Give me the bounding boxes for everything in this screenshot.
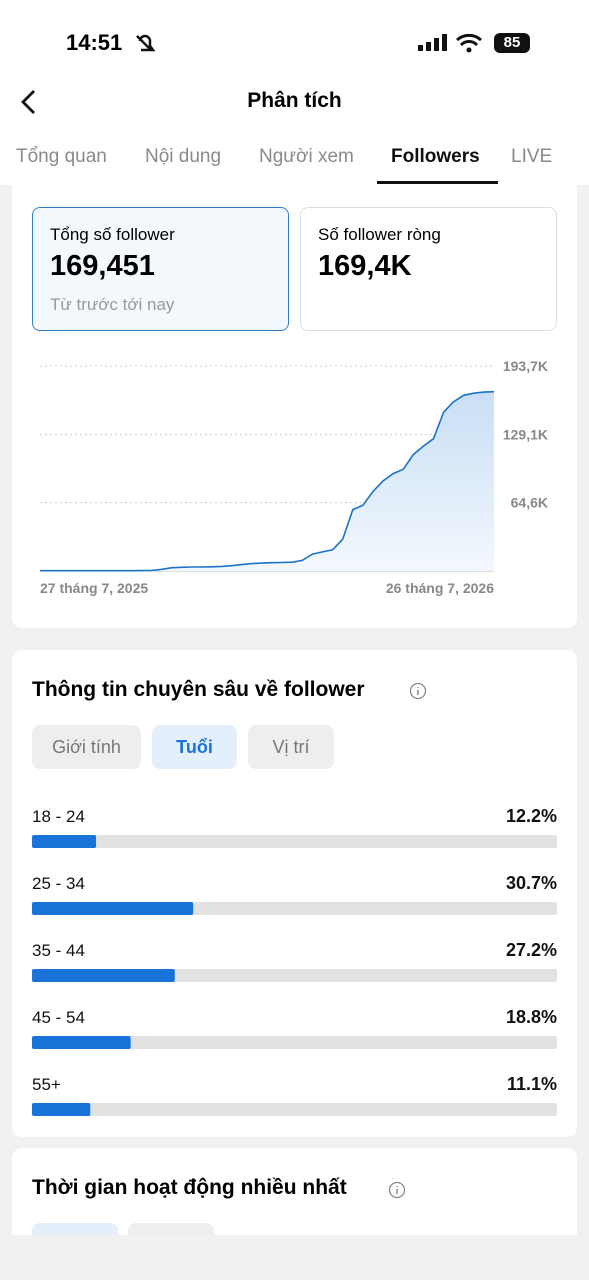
bar	[32, 1103, 91, 1116]
bar	[32, 1036, 131, 1049]
line	[40, 390, 495, 572]
percent-label: 27.2%	[506, 940, 557, 960]
filter-chip[interactable]: Vị trí	[248, 725, 334, 769]
header-bg	[0, 0, 589, 185]
age-label: 55+	[32, 1075, 61, 1094]
y-tick-label: 64,6K	[511, 495, 548, 511]
page-title: Phân tích	[247, 89, 342, 112]
y-tick-label: 129,1K	[503, 426, 548, 442]
tab-active[interactable]: Followers	[391, 146, 480, 167]
tab-indicator	[377, 181, 498, 184]
percent-label: 12.2%	[506, 806, 557, 826]
back-button[interactable]	[18, 88, 42, 116]
section-title: Thông tin chuyên sâu về follower	[32, 678, 365, 701]
filter-chip-active[interactable]: Tuổi	[152, 725, 237, 769]
bar-track	[32, 1036, 557, 1049]
age-label: 35 - 44	[32, 941, 85, 960]
filter-chip[interactable]	[32, 1223, 118, 1235]
info-icon[interactable]	[409, 682, 427, 700]
age-label: 18 - 24	[32, 807, 85, 826]
bar	[32, 835, 97, 848]
card-value: 169,451	[50, 250, 155, 282]
percent-label: 18.8%	[506, 1007, 557, 1027]
y-tick-label: 193,7K	[503, 358, 548, 374]
info-icon[interactable]	[388, 1181, 406, 1199]
section-title: Thời gian hoạt động nhiều nhất	[32, 1176, 347, 1199]
card-label: Số follower ròng	[318, 225, 441, 244]
activity-card	[12, 1148, 577, 1235]
filter-chip[interactable]	[128, 1223, 214, 1235]
area	[40, 391, 494, 571]
tab[interactable]: LIVE	[511, 146, 553, 167]
percent-label: 30.7%	[506, 873, 557, 893]
bar	[32, 902, 194, 915]
bar-track	[32, 835, 557, 848]
percent-label: 11.1%	[507, 1074, 557, 1094]
age-label: 25 - 34	[32, 874, 85, 893]
x-tick-label: 27 tháng 7, 2025	[40, 580, 148, 596]
bar-track	[32, 1103, 557, 1116]
card-label: Tổng số follower	[50, 225, 175, 244]
time: 14:51	[66, 30, 123, 55]
tab[interactable]: Tổng quan	[16, 146, 107, 167]
card-note: Từ trước tới nay	[50, 295, 175, 314]
tab[interactable]: Người xem	[259, 146, 354, 167]
x-tick-label: 26 tháng 7, 2026	[386, 580, 494, 596]
status-icons	[136, 33, 482, 53]
card-value: 169,4K	[318, 250, 412, 282]
bar	[32, 969, 175, 982]
tab[interactable]: Nội dung	[145, 146, 222, 167]
filter-chip[interactable]: Giới tính	[32, 725, 141, 769]
battery: 85	[494, 33, 530, 53]
age-label: 45 - 54	[32, 1008, 85, 1027]
summary-card[interactable]	[300, 207, 557, 331]
summary-card[interactable]	[32, 207, 289, 331]
